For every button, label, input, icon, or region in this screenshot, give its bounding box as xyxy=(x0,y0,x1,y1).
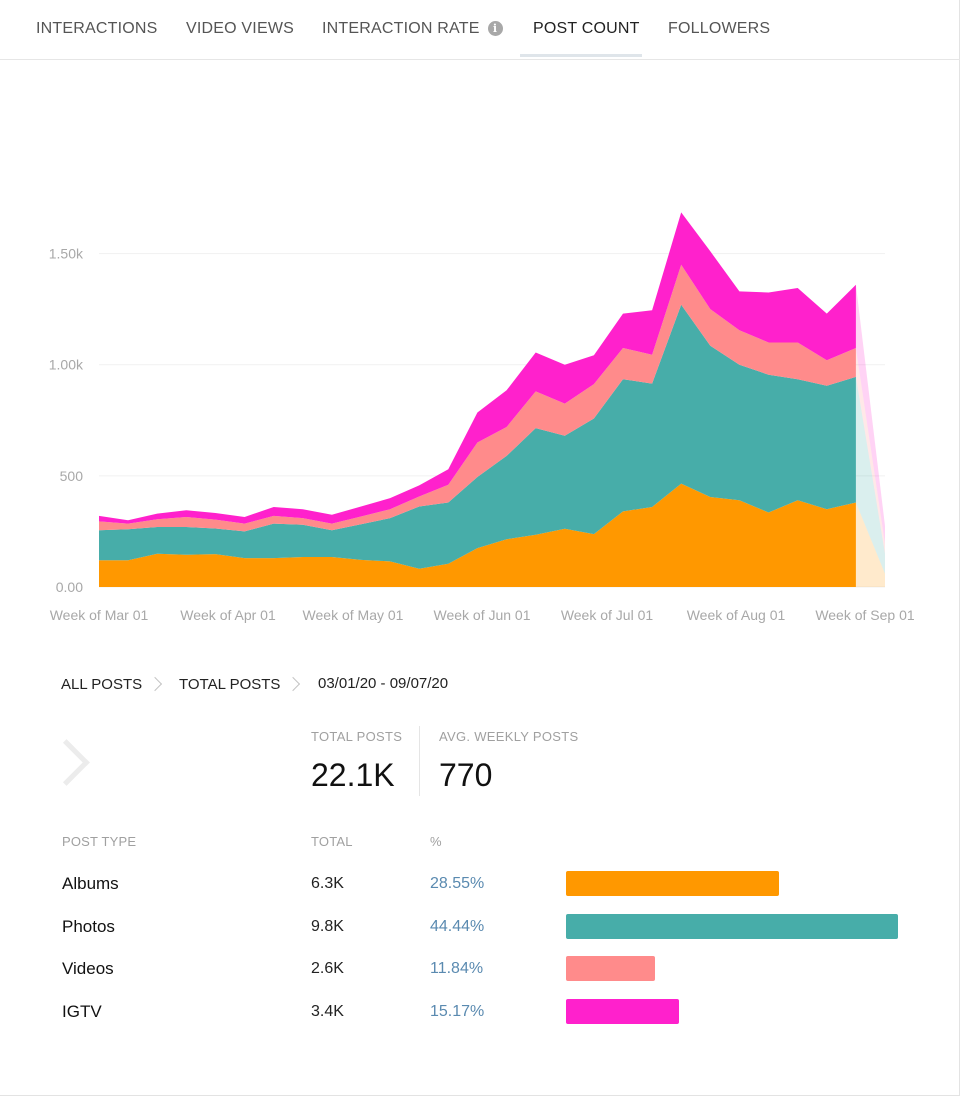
post-type-name: Albums xyxy=(62,874,119,893)
table-row: Photos 9.8K 44.44% xyxy=(0,914,960,947)
table-row: Albums 6.3K 28.55% xyxy=(0,871,960,904)
column-header-post-type: POST TYPE xyxy=(62,834,137,849)
x-axis-ticks: Week of Mar 01 Week of Apr 01 Week of May … xyxy=(50,607,915,623)
area-igtv xyxy=(99,212,856,524)
area-photos xyxy=(99,304,856,569)
area-albums-partial xyxy=(855,502,885,587)
share-bar xyxy=(566,871,780,896)
table-row: Videos 2.6K 11.84% xyxy=(0,956,960,989)
post-type-total: 9.8K xyxy=(311,918,344,935)
tab-post-count[interactable]: POST COUNT xyxy=(533,20,640,37)
chevron-right-icon xyxy=(285,676,301,692)
area-videos xyxy=(99,264,856,532)
tab-video-views[interactable]: VIDEO VIEWS xyxy=(186,20,294,37)
area-videos-partial xyxy=(855,348,885,554)
post-type-percent: 11.84% xyxy=(430,960,484,977)
column-header-total: TOTAL xyxy=(311,834,353,849)
tab-interactions[interactable]: INTERACTIONS xyxy=(36,20,158,37)
tab-interaction-rate-label: INTERACTION RATE xyxy=(322,20,480,37)
share-bar xyxy=(566,914,898,939)
breadcrumb-total-posts[interactable]: TOTAL POSTS xyxy=(179,676,281,693)
column-header-percent: % xyxy=(430,834,442,849)
area-photos-partial xyxy=(855,376,885,574)
total-posts-label: TOTAL POSTS xyxy=(311,729,403,744)
info-icon[interactable]: i xyxy=(487,21,503,36)
x-tick-label: Week of Sep 01 xyxy=(815,607,915,623)
x-tick-label: Week of Jun 01 xyxy=(433,607,530,623)
x-tick-label: Week of Aug 01 xyxy=(687,607,786,623)
post-type-total: 6.3K xyxy=(311,875,344,892)
y-tick-label: 0.00 xyxy=(56,579,83,595)
tab-interaction-rate[interactable]: INTERACTION RATE i xyxy=(322,20,503,38)
avg-weekly-posts-label: AVG. WEEKLY POSTS xyxy=(439,729,579,744)
post-type-name: Photos xyxy=(62,917,115,936)
y-tick-label: 1.00k xyxy=(49,357,84,373)
x-tick-label: Week of Apr 01 xyxy=(180,607,276,623)
x-tick-label: Week of Jul 01 xyxy=(561,607,654,623)
stat-divider xyxy=(419,726,420,796)
share-bar xyxy=(566,999,680,1024)
x-tick-label: Week of May 01 xyxy=(303,607,404,623)
date-range: 03/01/20 - 09/07/20 xyxy=(318,675,449,692)
total-posts-value: 22.1K xyxy=(311,757,395,793)
breadcrumb-all-posts[interactable]: ALL POSTS xyxy=(61,676,143,693)
y-tick-label: 1.50k xyxy=(49,246,84,262)
post-type-name: IGTV xyxy=(62,1002,102,1021)
post-type-percent: 44.44% xyxy=(430,918,485,935)
share-bar xyxy=(566,956,655,981)
x-tick-label: Week of Mar 01 xyxy=(50,607,149,623)
table-row: IGTV 3.4K 15.17% xyxy=(0,999,960,1032)
post-type-percent: 15.17% xyxy=(430,1003,485,1020)
area-albums xyxy=(99,483,856,587)
active-tab-indicator xyxy=(520,54,642,57)
chart-areas xyxy=(99,212,885,587)
post-type-name: Videos xyxy=(62,959,114,978)
avg-weekly-posts-value: 770 xyxy=(439,757,493,793)
y-tick-label: 500 xyxy=(60,468,84,484)
chevron-right-icon[interactable] xyxy=(43,739,90,786)
post-type-total: 3.4K xyxy=(311,1003,344,1020)
post-type-percent: 28.55% xyxy=(430,875,485,892)
chevron-right-icon xyxy=(147,676,163,692)
y-axis-ticks: 0.00 500 1.00k 1.50k xyxy=(49,246,84,595)
metric-tabs: INTERACTIONS VIDEO VIEWS INTERACTION RAT… xyxy=(0,0,960,60)
tab-followers[interactable]: FOLLOWERS xyxy=(668,20,771,37)
post-type-total: 2.6K xyxy=(311,960,344,977)
area-igtv-partial xyxy=(855,284,885,544)
